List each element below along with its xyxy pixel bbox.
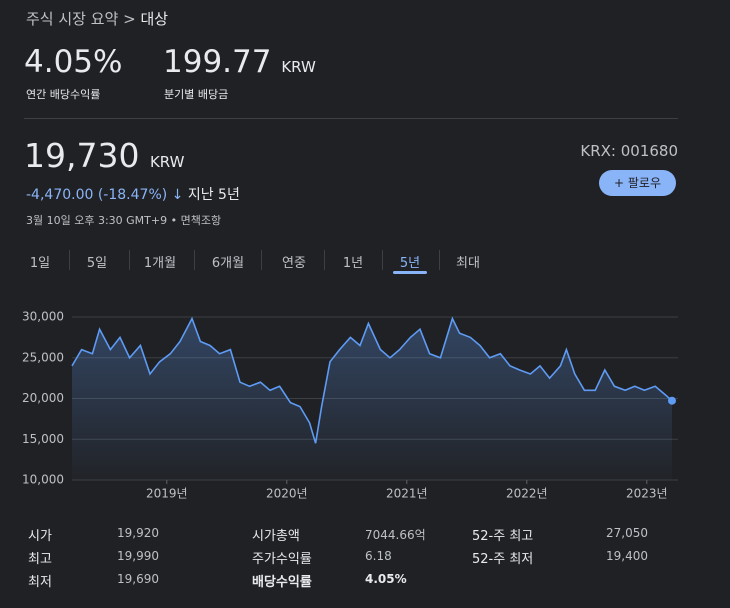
dividend: 199.77 KRW xyxy=(163,44,316,80)
stat-value: 19,400 xyxy=(606,549,648,563)
x-tick-label: 2023년 xyxy=(626,487,668,501)
timestamp: 3월 10일 오후 3:30 GMT+9 • 면책조항 xyxy=(26,214,222,227)
stat-label: 배당수익률 xyxy=(252,575,312,590)
stat-label: 52-주 최저 xyxy=(472,552,534,567)
chart: 10,000 15,000 20,000 25,000 30,000 2019년 2020년… xyxy=(22,310,678,501)
stat-value: 27,050 xyxy=(606,526,648,540)
tab-separator xyxy=(261,250,262,270)
tab[interactable]: 1일 xyxy=(29,256,51,271)
tab[interactable]: 최대 xyxy=(456,256,480,271)
breadcrumb: 주식 시장 요약 > 대상 xyxy=(26,8,168,29)
stat-value: 6.18 xyxy=(365,549,392,563)
breadcrumb-current: 대상 xyxy=(140,10,169,28)
tab-separator xyxy=(323,250,325,270)
stat-label: 주가수익률 xyxy=(252,552,312,567)
y-tick-label: 15,000 xyxy=(22,432,64,446)
x-tick-label: 2019년 xyxy=(146,487,188,501)
stat-value: 19,920 xyxy=(117,526,159,540)
breadcrumb-parent[interactable]: 주식 시장 요약 xyxy=(26,10,119,28)
tab-separator xyxy=(128,250,130,270)
end-dot xyxy=(668,396,676,405)
y-tick-label: 20,000 xyxy=(22,391,64,405)
ticker: KRX: 001680 xyxy=(580,142,678,160)
follow-label: 팔로우 xyxy=(627,176,661,190)
x-tick-label: 2021년 xyxy=(386,487,428,501)
breadcrumb-sep: > xyxy=(123,10,136,28)
price-unit: KRW xyxy=(149,153,185,171)
change-arrow: ↓ xyxy=(171,187,184,203)
price: 19,730 KRW xyxy=(24,136,184,175)
tab[interactable]: 1개월 xyxy=(143,256,177,271)
tab[interactable]: 1년 xyxy=(342,256,364,271)
change: -4,470.00 (-18.47%) ↓ 지난 5년 xyxy=(26,184,240,204)
tab[interactable]: 연중 xyxy=(282,256,306,271)
stat-label: 52-주 최고 xyxy=(472,529,534,544)
tab-separator xyxy=(194,250,195,270)
tab-separator xyxy=(381,250,383,270)
price-value: 19,730 xyxy=(24,136,140,175)
stat-label: 시가 xyxy=(28,529,52,544)
divider xyxy=(24,118,678,119)
tab[interactable]: 5년 xyxy=(399,256,421,271)
period: 지난 5년 xyxy=(187,187,240,203)
stat-label: 시가총액 xyxy=(252,529,300,544)
stat-value: 4.05% xyxy=(365,572,407,586)
dividend-label: 분기별 배당금 xyxy=(164,88,229,101)
stat-label: 최저 xyxy=(28,575,52,590)
tab-separator xyxy=(439,250,440,270)
area xyxy=(72,318,672,480)
follow-button[interactable]: + 팔로우 xyxy=(599,170,676,196)
y-tick-label: 30,000 xyxy=(22,310,64,324)
dividend-unit: KRW xyxy=(281,58,316,76)
y-tick-label: 10,000 xyxy=(22,473,64,487)
stat-value: 19,690 xyxy=(117,572,159,586)
change-value: -4,470.00 (-18.47%) xyxy=(26,187,168,203)
stat-value: 7044.66억 xyxy=(365,528,426,542)
y-tick-label: 25,000 xyxy=(22,350,64,364)
tab[interactable]: 6개월 xyxy=(211,256,245,271)
tab-separator xyxy=(68,250,70,270)
stat-label: 최고 xyxy=(28,552,52,567)
x-tick-label: 2022년 xyxy=(506,487,548,501)
dividend-value: 199.77 xyxy=(163,44,272,80)
dividend-yield: 4.05% xyxy=(24,44,123,80)
x-tick-label: 2020년 xyxy=(266,487,308,501)
stat-value: 19,990 xyxy=(117,549,159,563)
dividend-yield-label: 연간 배당수익률 xyxy=(26,88,101,101)
tab[interactable]: 5일 xyxy=(86,256,108,271)
line xyxy=(71,316,673,444)
tab-underline xyxy=(393,271,427,274)
